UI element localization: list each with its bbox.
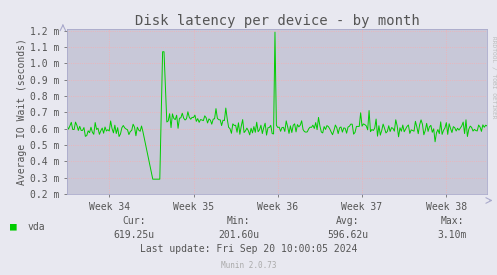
Text: 619.25u: 619.25u [114, 230, 155, 240]
Text: ■: ■ [10, 222, 17, 232]
Title: Disk latency per device - by month: Disk latency per device - by month [135, 14, 419, 28]
Text: Cur:: Cur: [122, 216, 146, 226]
Y-axis label: Average IO Wait (seconds): Average IO Wait (seconds) [17, 38, 27, 185]
Text: 596.62u: 596.62u [328, 230, 368, 240]
Text: vda: vda [27, 222, 45, 232]
Text: Max:: Max: [440, 216, 464, 226]
Text: Avg:: Avg: [336, 216, 360, 226]
Text: 3.10m: 3.10m [437, 230, 467, 240]
Text: Last update: Fri Sep 20 10:00:05 2024: Last update: Fri Sep 20 10:00:05 2024 [140, 244, 357, 254]
Text: RRDTOOL / TOBI OETIKER: RRDTOOL / TOBI OETIKER [491, 36, 496, 118]
Text: Min:: Min: [227, 216, 250, 226]
Text: 201.60u: 201.60u [218, 230, 259, 240]
Text: Munin 2.0.73: Munin 2.0.73 [221, 261, 276, 270]
